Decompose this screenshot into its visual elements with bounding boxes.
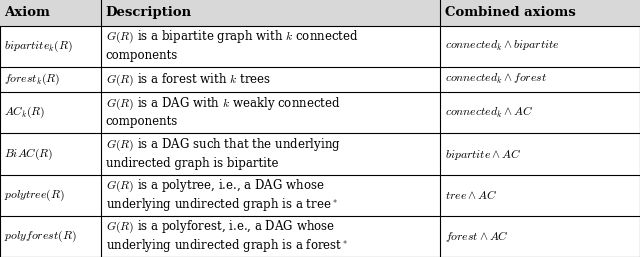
Bar — [0, 0, 640, 25]
Text: $\mathit{forest} \wedge \mathit{AC}$: $\mathit{forest} \wedge \mathit{AC}$ — [445, 229, 509, 244]
Text: $\mathit{bipartite}_k(R)$: $\mathit{bipartite}_k(R)$ — [4, 39, 73, 54]
Text: components: components — [106, 115, 178, 128]
Text: $\mathit{polyforest}(R)$: $\mathit{polyforest}(R)$ — [4, 229, 77, 244]
Text: $\mathit{BiAC}(R)$: $\mathit{BiAC}(R)$ — [4, 146, 54, 162]
Text: undirected graph is bipartite: undirected graph is bipartite — [106, 157, 278, 170]
Text: $\mathit{connected}_k \wedge \mathit{bipartite}$: $\mathit{connected}_k \wedge \mathit{bip… — [445, 39, 559, 53]
Text: Combined axioms: Combined axioms — [445, 6, 575, 19]
Text: Description: Description — [106, 6, 192, 19]
Text: $\mathit{connected}_k \wedge \mathit{forest}$: $\mathit{connected}_k \wedge \mathit{for… — [445, 72, 547, 86]
Text: $\mathit{connected}_k \wedge \mathit{AC}$: $\mathit{connected}_k \wedge \mathit{AC}… — [445, 105, 533, 120]
Text: $G(R)$ is a bipartite graph with $k$ connected: $G(R)$ is a bipartite graph with $k$ con… — [106, 29, 358, 45]
Text: $G(R)$ is a polyforest, i.e., a DAG whose: $G(R)$ is a polyforest, i.e., a DAG whos… — [106, 219, 335, 235]
Text: underlying undirected graph is a tree$^*$: underlying undirected graph is a tree$^*… — [106, 196, 337, 213]
Text: $G(R)$ is a DAG with $k$ weakly connected: $G(R)$ is a DAG with $k$ weakly connecte… — [106, 96, 340, 112]
Text: $G(R)$ is a DAG such that the underlying: $G(R)$ is a DAG such that the underlying — [106, 137, 340, 153]
Text: underlying undirected graph is a forest$^*$: underlying undirected graph is a forest$… — [106, 237, 348, 254]
Text: components: components — [106, 49, 178, 62]
Text: Axiom: Axiom — [4, 6, 51, 19]
Text: $G(R)$ is a forest with $k$ trees: $G(R)$ is a forest with $k$ trees — [106, 71, 271, 88]
Text: $\mathit{AC}_k(R)$: $\mathit{AC}_k(R)$ — [4, 105, 46, 121]
Text: $\mathit{forest}_k(R)$: $\mathit{forest}_k(R)$ — [4, 72, 61, 87]
Text: $\mathit{bipartite} \wedge \mathit{AC}$: $\mathit{bipartite} \wedge \mathit{AC}$ — [445, 146, 522, 161]
Text: $\mathit{polytree}(R)$: $\mathit{polytree}(R)$ — [4, 188, 65, 203]
Text: $G(R)$ is a polytree, i.e., a DAG whose: $G(R)$ is a polytree, i.e., a DAG whose — [106, 178, 324, 194]
Text: $\mathit{tree} \wedge \mathit{AC}$: $\mathit{tree} \wedge \mathit{AC}$ — [445, 189, 497, 202]
